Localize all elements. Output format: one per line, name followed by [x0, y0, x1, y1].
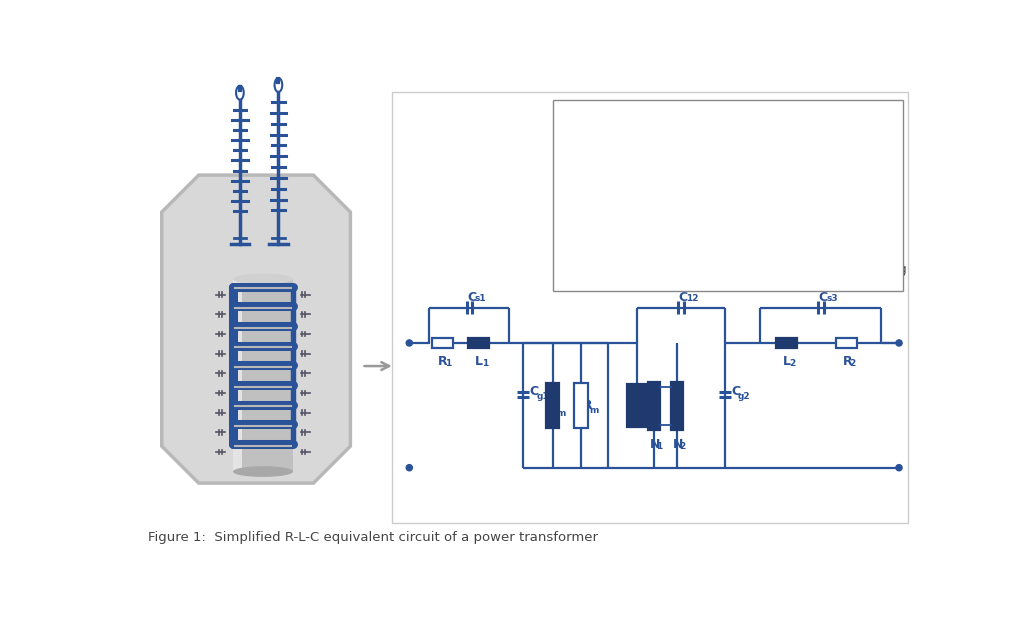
Bar	[836, 338, 857, 348]
Text: C: C	[679, 291, 688, 304]
Bar	[233, 279, 243, 471]
Text: =: =	[615, 215, 627, 228]
Text: L: L	[550, 401, 557, 414]
Text: 1: 1	[571, 118, 578, 126]
Text: N: N	[649, 438, 659, 451]
Text: 2: 2	[850, 359, 856, 368]
Text: m: m	[590, 406, 599, 415]
Text: g: g	[571, 168, 578, 177]
Text: ohmic resistance of primary winding: ohmic resistance of primary winding	[628, 114, 844, 126]
Text: C: C	[565, 148, 574, 161]
Text: magnetic losses of the core: magnetic losses of the core	[628, 198, 791, 211]
Circle shape	[896, 340, 902, 346]
Text: =: =	[615, 181, 627, 194]
Text: s3: s3	[826, 294, 838, 304]
Polygon shape	[162, 175, 350, 483]
Text: 12: 12	[641, 409, 653, 418]
Text: parallel capacity against copper/core: parallel capacity against copper/core	[628, 164, 848, 177]
Bar	[648, 382, 660, 430]
Text: g1: g1	[537, 392, 549, 401]
Ellipse shape	[233, 274, 293, 284]
Text: =: =	[615, 114, 627, 126]
Text: m: m	[556, 409, 565, 418]
Text: 1, N2: 1, N2	[571, 219, 598, 228]
Text: =: =	[615, 131, 627, 144]
Text: L: L	[475, 355, 482, 368]
Text: HV and LV winding: HV and LV winding	[628, 243, 738, 256]
Text: 2: 2	[790, 359, 796, 368]
Text: 1: 1	[656, 442, 663, 451]
Ellipse shape	[237, 86, 244, 99]
Circle shape	[407, 464, 413, 471]
Bar	[776, 338, 798, 348]
Text: C: C	[467, 291, 476, 304]
Text: 2: 2	[571, 134, 578, 143]
Text: 12: 12	[571, 236, 584, 245]
Text: N: N	[673, 438, 683, 451]
Text: 12: 12	[571, 267, 584, 276]
Text: serial capacity of the primary winding: serial capacity of the primary winding	[628, 148, 853, 161]
Bar	[546, 383, 559, 428]
Text: 12: 12	[686, 294, 699, 304]
Text: =: =	[615, 263, 627, 276]
Text: =: =	[615, 232, 627, 245]
Bar	[392, 92, 908, 523]
Text: mutual coupling capacity between: mutual coupling capacity between	[628, 232, 833, 245]
Text: R: R	[565, 114, 574, 126]
Text: R: R	[843, 355, 852, 368]
Text: leakage inductance of the primary winding: leakage inductance of the primary windin…	[628, 131, 883, 144]
Text: mutual coupling inductance HV and LV winding: mutual coupling inductance HV and LV win…	[628, 263, 906, 276]
Text: 2: 2	[680, 442, 686, 451]
Text: s1: s1	[475, 294, 486, 304]
Text: L: L	[782, 355, 791, 368]
Text: m: m	[571, 185, 581, 194]
Circle shape	[407, 340, 413, 346]
Text: Figure 1:  Simplified R-L-C equivalent circuit of a power transformer: Figure 1: Simplified R-L-C equivalent ci…	[147, 531, 597, 544]
Text: N: N	[565, 215, 575, 228]
Bar	[628, 384, 647, 426]
Text: g2: g2	[738, 392, 751, 401]
Text: C: C	[818, 291, 827, 304]
Text: =: =	[615, 148, 627, 161]
Text: C: C	[565, 164, 574, 177]
Text: C: C	[529, 385, 539, 398]
Text: =: =	[615, 198, 627, 211]
Ellipse shape	[274, 78, 283, 92]
Text: C: C	[565, 232, 574, 245]
Text: m: m	[571, 202, 581, 211]
Text: =: =	[615, 164, 627, 177]
Bar	[574, 383, 588, 428]
Text: L: L	[565, 181, 572, 194]
Text: 1: 1	[481, 359, 487, 368]
Ellipse shape	[233, 466, 293, 477]
Text: R: R	[565, 198, 574, 211]
Text: L: L	[634, 401, 641, 414]
Text: magnetization inductance: magnetization inductance	[628, 181, 782, 194]
Text: winding gear ratio of the deal transformer: winding gear ratio of the deal transform…	[628, 215, 878, 228]
Bar	[553, 99, 903, 291]
Bar	[233, 279, 293, 471]
Text: L: L	[565, 263, 572, 276]
Bar	[671, 382, 683, 430]
Text: L: L	[565, 131, 572, 144]
Text: C: C	[731, 385, 740, 398]
Bar	[432, 338, 454, 348]
Text: s: s	[571, 151, 577, 160]
Text: 1: 1	[444, 359, 451, 368]
Circle shape	[896, 464, 902, 471]
Text: R: R	[583, 399, 592, 412]
Text: R: R	[438, 355, 447, 368]
Bar	[468, 338, 489, 348]
